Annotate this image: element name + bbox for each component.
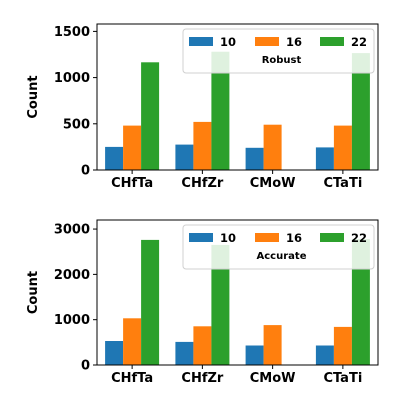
legend-label: 22 (351, 35, 367, 49)
bar-16-CHfTa (123, 318, 142, 365)
legend-swatch-22 (320, 233, 344, 242)
y-tick-label: 0 (81, 164, 90, 179)
x-tick-label: CHfZr (181, 176, 224, 191)
x-tick-label: CMoW (250, 176, 296, 191)
y-axis-label: Count (26, 75, 41, 118)
legend-box (182, 28, 375, 74)
y-tick-label: 1500 (54, 25, 90, 40)
y-tick-label: 1000 (54, 313, 90, 328)
bar-10-CTaTi (315, 147, 334, 170)
bar-16-CMoW (263, 124, 282, 170)
subplot-1: 0 500 1000 1500 CHfTa CHfZr CMoW CTaTi Count 10 16… (26, 23, 379, 191)
legend-label: 10 (220, 231, 236, 245)
legend-label: 22 (351, 231, 367, 245)
legend-swatch-10 (189, 233, 213, 242)
bar-16-CMoW (263, 325, 282, 365)
bar-22-CHfZr (211, 51, 230, 171)
legend-swatch-16 (255, 233, 279, 242)
bar-16-CHfZr (193, 121, 212, 170)
bar-22-CHfTa (141, 239, 160, 365)
bar-10-CTaTi (315, 345, 334, 365)
panel-annotation: Accurate (257, 251, 307, 262)
bar-22-CHfZr (211, 244, 230, 365)
bar-22-CHfTa (141, 62, 160, 170)
x-tick-label: CTaTi (323, 176, 362, 191)
y-tick-label: 500 (63, 117, 90, 132)
bar-10-CMoW (245, 147, 264, 170)
x-tick-label: CHfZr (181, 371, 224, 386)
bar-16-CHfZr (193, 326, 212, 365)
legend: 10 16 22 Accurate (182, 224, 375, 270)
legend-swatch-22 (320, 37, 344, 46)
legend-box (182, 224, 375, 270)
bar-22-CTaTi (351, 239, 370, 365)
bar-10-CHfZr (175, 341, 194, 365)
legend-label: 16 (286, 231, 302, 245)
bar-16-CTaTi (333, 326, 352, 365)
bar-22-CTaTi (351, 53, 370, 170)
x-tick-label: CHfTa (111, 176, 153, 191)
x-tick-label: CMoW (250, 371, 296, 386)
legend-label: 10 (220, 35, 236, 49)
y-axis-label: Count (26, 271, 41, 314)
panel-annotation: Robust (262, 55, 302, 66)
x-tick-label: CHfTa (111, 371, 153, 386)
plot-frame (96, 219, 379, 366)
y-tick-label: 2000 (54, 268, 90, 283)
y-tick-label: 1000 (54, 71, 90, 86)
bar-10-CHfTa (105, 341, 124, 365)
bar-16-CTaTi (333, 125, 352, 170)
legend-label: 16 (286, 35, 302, 49)
bar-16-CHfTa (123, 125, 142, 170)
x-tick-label: CTaTi (323, 371, 362, 386)
bar-10-CHfZr (175, 144, 194, 170)
legend: 10 16 22 Robust (182, 28, 375, 74)
legend-swatch-10 (189, 37, 213, 46)
bar-10-CMoW (245, 345, 264, 365)
bar-10-CHfTa (105, 146, 124, 170)
y-tick-label: 0 (81, 359, 90, 374)
y-tick-label: 3000 (54, 223, 90, 238)
plot-frame (96, 23, 379, 171)
legend-swatch-16 (255, 37, 279, 46)
